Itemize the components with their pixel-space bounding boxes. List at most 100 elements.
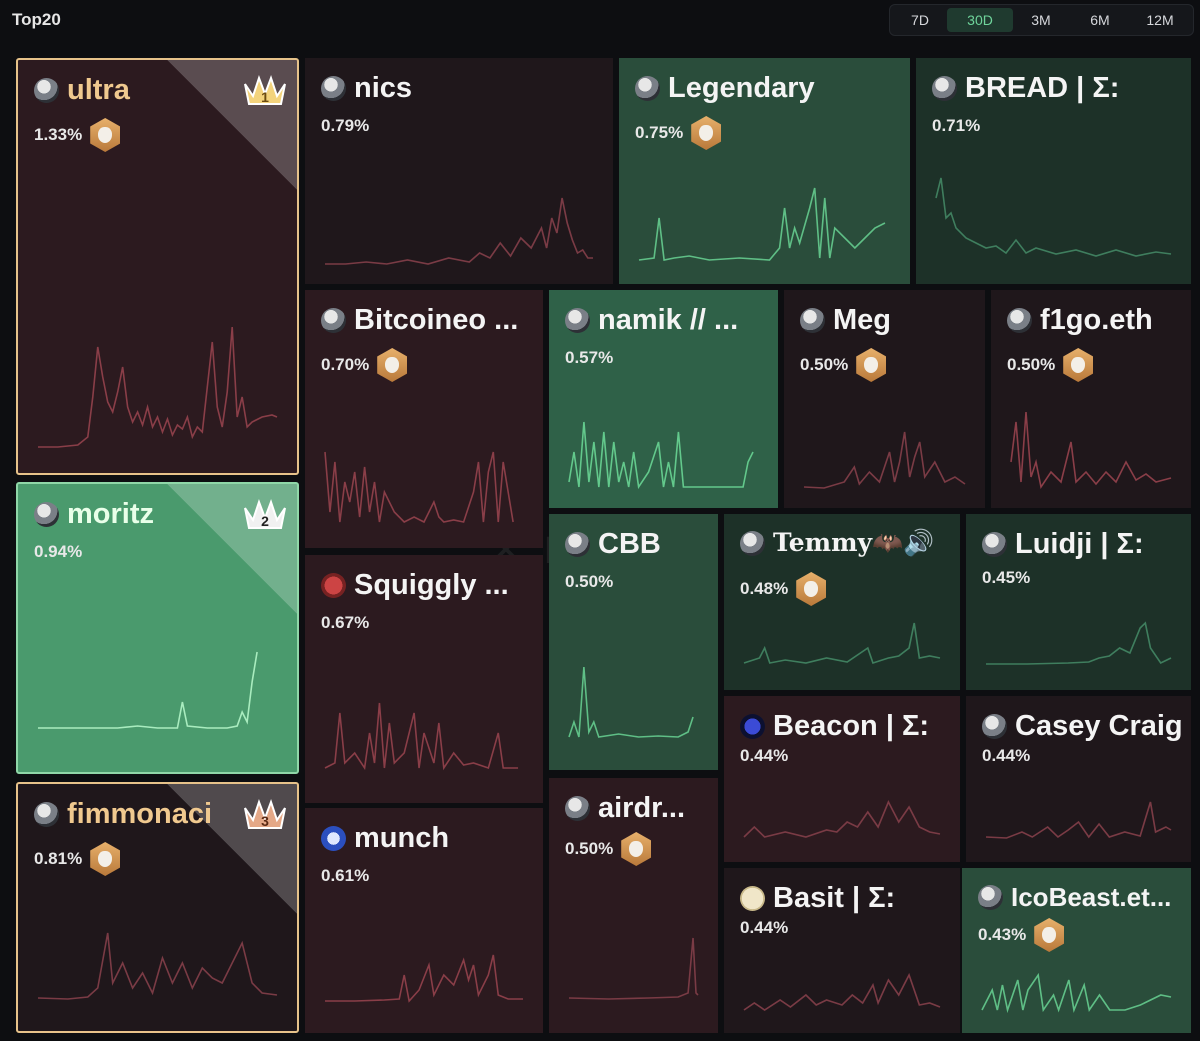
user-name: f1go.eth — [1040, 304, 1153, 336]
mindshare-percent: 0.79% — [321, 116, 370, 135]
user-name: Beacon | Σ: — [773, 710, 930, 742]
tile-casey-craig[interactable]: Casey Craig 0.44% — [966, 696, 1191, 862]
avatar — [978, 885, 1003, 910]
avatar — [321, 826, 346, 851]
period-30d-button[interactable]: 30D — [947, 8, 1013, 32]
tile-airdr[interactable]: airdr... 0.50% — [549, 778, 718, 1033]
user-name: namik // ... — [598, 304, 739, 336]
rank-number: 3 — [261, 813, 269, 829]
tile-temmy[interactable]: Temmy🦇🔊 0.48% — [724, 514, 960, 690]
tile-beacon[interactable]: Beacon | Σ: 0.44% — [724, 696, 960, 862]
tile-f1go[interactable]: f1go.eth 0.50% — [991, 290, 1191, 508]
verified-badge-icon — [1034, 918, 1064, 952]
period-3m-button[interactable]: 3M — [1031, 12, 1051, 28]
tile-basit[interactable]: Basit | Σ: 0.44% — [724, 868, 960, 1033]
sparkline — [981, 965, 1172, 1015]
user-name: CBB — [598, 528, 661, 560]
crown-icon: 1 — [244, 75, 286, 105]
rank-number: 1 — [261, 89, 269, 105]
rank-highlight — [167, 784, 297, 914]
mindshare-percent: 0.61% — [321, 866, 370, 885]
avatar — [740, 530, 765, 556]
mindshare-percent: 0.67% — [321, 613, 370, 632]
mindshare-percent: 0.70% — [321, 355, 370, 374]
user-name: nics — [354, 72, 413, 104]
sparkline — [986, 618, 1172, 668]
crown-icon: 3 — [244, 799, 286, 829]
tile-luidji[interactable]: Luidji | Σ: 0.45% — [966, 514, 1191, 690]
sparkline — [1010, 402, 1172, 492]
tile-namik[interactable]: namik // ... 0.57% — [549, 290, 778, 508]
verified-badge-icon — [621, 832, 651, 866]
mindshare-percent: 0.94% — [34, 542, 83, 561]
avatar — [565, 532, 590, 557]
tile-squiggly[interactable]: Squiggly ... 0.67% — [305, 555, 543, 803]
avatar — [1007, 308, 1032, 333]
user-name: Temmy🦇🔊 — [773, 528, 935, 557]
sparkline — [985, 792, 1172, 842]
page-title: Top20 — [12, 10, 61, 29]
tile-bitcoineo[interactable]: Bitcoineo ... 0.70% — [305, 290, 543, 548]
rank-highlight — [167, 484, 297, 614]
sparkline — [38, 307, 278, 457]
user-name: Luidji | Σ: — [1015, 528, 1144, 560]
sparkline — [37, 923, 278, 1003]
user-name: Squiggly ... — [354, 569, 509, 601]
rank-number: 2 — [261, 513, 269, 529]
verified-badge-icon — [90, 842, 120, 876]
tile-cbb[interactable]: CBB 0.50% — [549, 514, 718, 770]
mindshare-percent: 0.75% — [635, 123, 684, 142]
user-name: Meg — [833, 304, 891, 336]
avatar — [635, 76, 660, 101]
tile-icobeast[interactable]: IcoBeast.et... 0.43% — [962, 868, 1191, 1033]
avatar — [800, 308, 825, 333]
user-name: airdr... — [598, 792, 686, 824]
user-name: Basit | Σ: — [773, 882, 896, 914]
mindshare-percent: 0.50% — [565, 572, 614, 591]
verified-badge-icon — [90, 118, 120, 152]
sparkline — [568, 933, 699, 1003]
rank-highlight — [167, 60, 297, 190]
sparkline — [325, 178, 593, 268]
mindshare-percent: 0.50% — [800, 355, 849, 374]
sparkline — [743, 792, 941, 842]
user-name: fimmonaci — [67, 798, 213, 830]
tile-moritz[interactable]: 2 moritz 0.94% — [16, 482, 299, 774]
verified-badge-icon — [1063, 348, 1093, 382]
user-name: munch — [354, 822, 450, 854]
tile-munch[interactable]: munch 0.61% — [305, 808, 543, 1033]
period-6m-button[interactable]: 6M — [1090, 12, 1110, 28]
tile-bread[interactable]: BREAD | Σ: 0.71% — [916, 58, 1191, 284]
avatar — [34, 78, 59, 103]
mindshare-percent: 1.33% — [34, 125, 83, 144]
user-name: IcoBeast.et... — [1011, 882, 1172, 912]
mindshare-percent: 0.81% — [34, 849, 83, 868]
sparkline — [935, 168, 1172, 268]
user-name: moritz — [67, 498, 154, 530]
mindshare-percent: 0.57% — [565, 348, 614, 367]
mindshare-percent: 0.43% — [978, 925, 1027, 944]
tile-nics[interactable]: nics 0.79% — [305, 58, 613, 284]
tile-meg[interactable]: Meg 0.50% — [784, 290, 985, 508]
sparkline — [568, 402, 758, 492]
avatar — [321, 573, 346, 598]
avatar — [34, 802, 59, 827]
sparkline — [324, 693, 523, 773]
period-12m-button[interactable]: 12M — [1146, 12, 1174, 28]
avatar — [740, 886, 765, 911]
sparkline — [324, 422, 523, 532]
tile-legendary[interactable]: Legendary 0.75% — [619, 58, 910, 284]
avatar — [34, 502, 59, 527]
verified-badge-icon — [856, 348, 886, 382]
avatar — [565, 796, 590, 821]
tile-ultra[interactable]: 1 ultra 1.33% — [16, 58, 299, 475]
sparkline — [325, 935, 523, 1005]
user-name: ultra — [67, 74, 130, 106]
user-name: Casey Craig — [1015, 710, 1183, 742]
tile-fimmonaci[interactable]: 3 fimmonaci 0.81% — [16, 782, 299, 1033]
verified-badge-icon — [796, 572, 826, 606]
period-7d-button[interactable]: 7D — [911, 12, 929, 28]
verified-badge-icon — [377, 348, 407, 382]
sparkline — [803, 422, 966, 492]
sparkline — [743, 618, 941, 668]
